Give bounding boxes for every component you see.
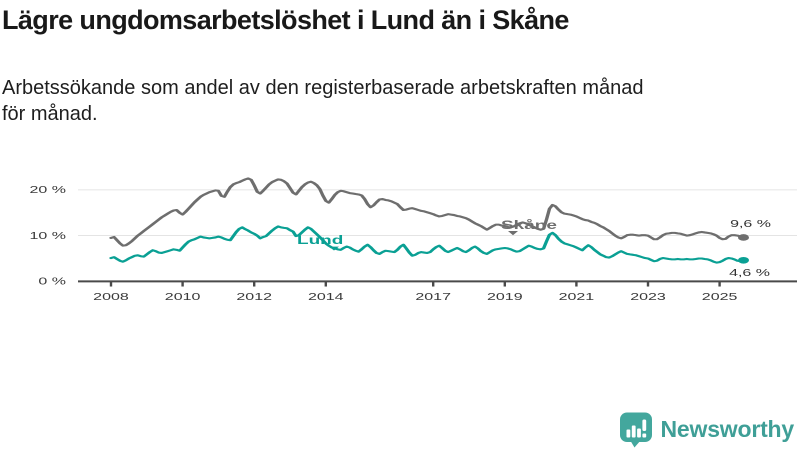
x-tick-label: 2025 (702, 291, 738, 302)
newsworthy-logo: Newsworthy (619, 409, 794, 449)
page-subtitle: Arbetssökande som andel av den registerb… (2, 75, 644, 127)
axis-layer: 0 % 10 % 20 % 2008 2010 2012 2014 2017 2019 2021 2… (30, 184, 738, 302)
series-label-lund: Lund (297, 235, 343, 248)
x-tick-label: 2021 (559, 291, 595, 302)
x-tick-label: 2012 (236, 291, 272, 302)
x-tick-label: 2023 (630, 291, 666, 302)
skane-end-value-label: 9,6 % (730, 218, 771, 229)
bar-chart-exclamation-bubble-icon (619, 412, 652, 447)
series-label-skane: Skåne (501, 219, 557, 232)
y-tick-label: 0 % (38, 276, 66, 287)
brand-name: Newsworthy (660, 415, 795, 442)
x-tick-label: 2008 (93, 291, 129, 302)
subtitle-line-2: för månad. (2, 103, 98, 125)
y-tick-label: 10 % (30, 230, 67, 241)
unemployment-line-chart: 0 % 10 % 20 % 2008 2010 2012 2014 2017 2019 2021 2… (30, 177, 797, 302)
x-tick-label: 2017 (415, 291, 451, 302)
series-end-dot-skane (738, 234, 749, 241)
subtitle-line-1: Arbetssökande som andel av den registerb… (2, 77, 644, 99)
series-line-lund (109, 225, 746, 264)
series-line-skane (109, 177, 746, 247)
series-end-dot-lund (738, 256, 749, 264)
skane-pointer-triangle-icon (508, 231, 518, 236)
lund-pointer-triangle-icon (329, 246, 339, 251)
x-tick-label: 2014 (308, 291, 344, 302)
y-tick-label: 20 % (30, 184, 67, 195)
page-title: Lägre ungdomsarbetslöshet i Lund än i Sk… (2, 5, 569, 35)
lund-end-value-label: 4,6 % (729, 267, 770, 278)
x-tick-label: 2019 (487, 291, 523, 302)
x-tick-label: 2010 (165, 291, 201, 302)
grid-layer (78, 189, 797, 283)
series-layer (109, 177, 749, 264)
